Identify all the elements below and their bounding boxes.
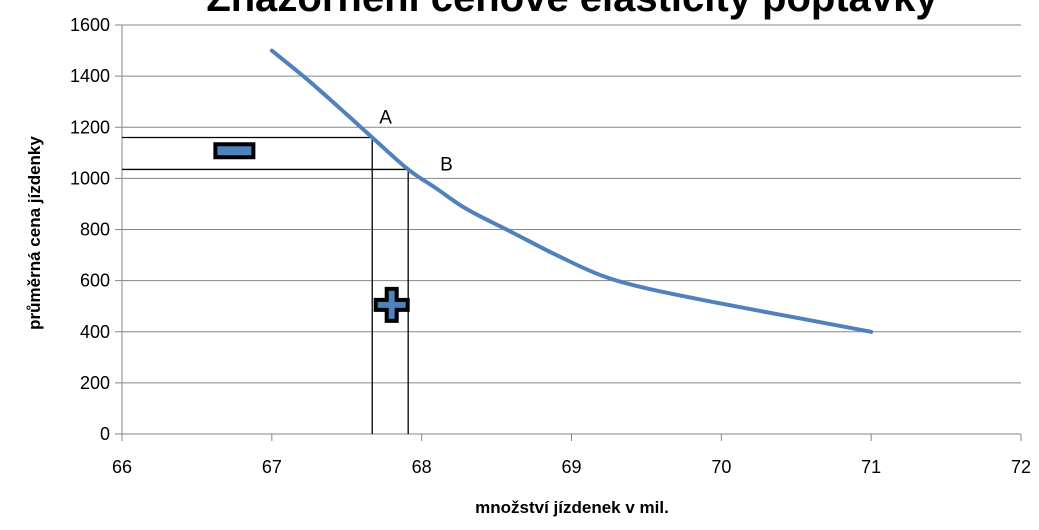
y-tick-label-600: 600: [80, 271, 110, 291]
x-axis-title: množství jízdenek v mil.: [475, 498, 669, 517]
point-label-a: A: [379, 107, 392, 128]
x-tick-label-69: 69: [561, 457, 581, 477]
x-tick-label-66: 66: [112, 457, 132, 477]
x-tick-label-71: 71: [861, 457, 881, 477]
x-tick-label-67: 67: [262, 457, 282, 477]
y-tick-label-200: 200: [80, 373, 110, 393]
y-tick-label-800: 800: [80, 220, 110, 240]
minus-sign-icon: [213, 142, 256, 160]
point-label-b: B: [440, 154, 453, 175]
y-tick-label-1400: 1400: [70, 66, 110, 86]
y-tick-label-400: 400: [80, 322, 110, 342]
chart-title: Znázornění cenové elasticity poptávky: [206, 0, 938, 20]
x-tick-label-70: 70: [711, 457, 731, 477]
plus-sign-icon: [373, 286, 410, 323]
x-tick-label-72: 72: [1011, 457, 1031, 477]
y-axis-title: průměrná cena jízdenky: [25, 136, 44, 330]
x-tick-label-68: 68: [412, 457, 432, 477]
y-tick-label-1600: 1600: [70, 15, 110, 35]
demand-curve: [269, 48, 874, 334]
y-tick-label-0: 0: [100, 424, 110, 444]
y-tick-label-1200: 1200: [70, 117, 110, 137]
y-tick-label-1000: 1000: [70, 168, 110, 188]
